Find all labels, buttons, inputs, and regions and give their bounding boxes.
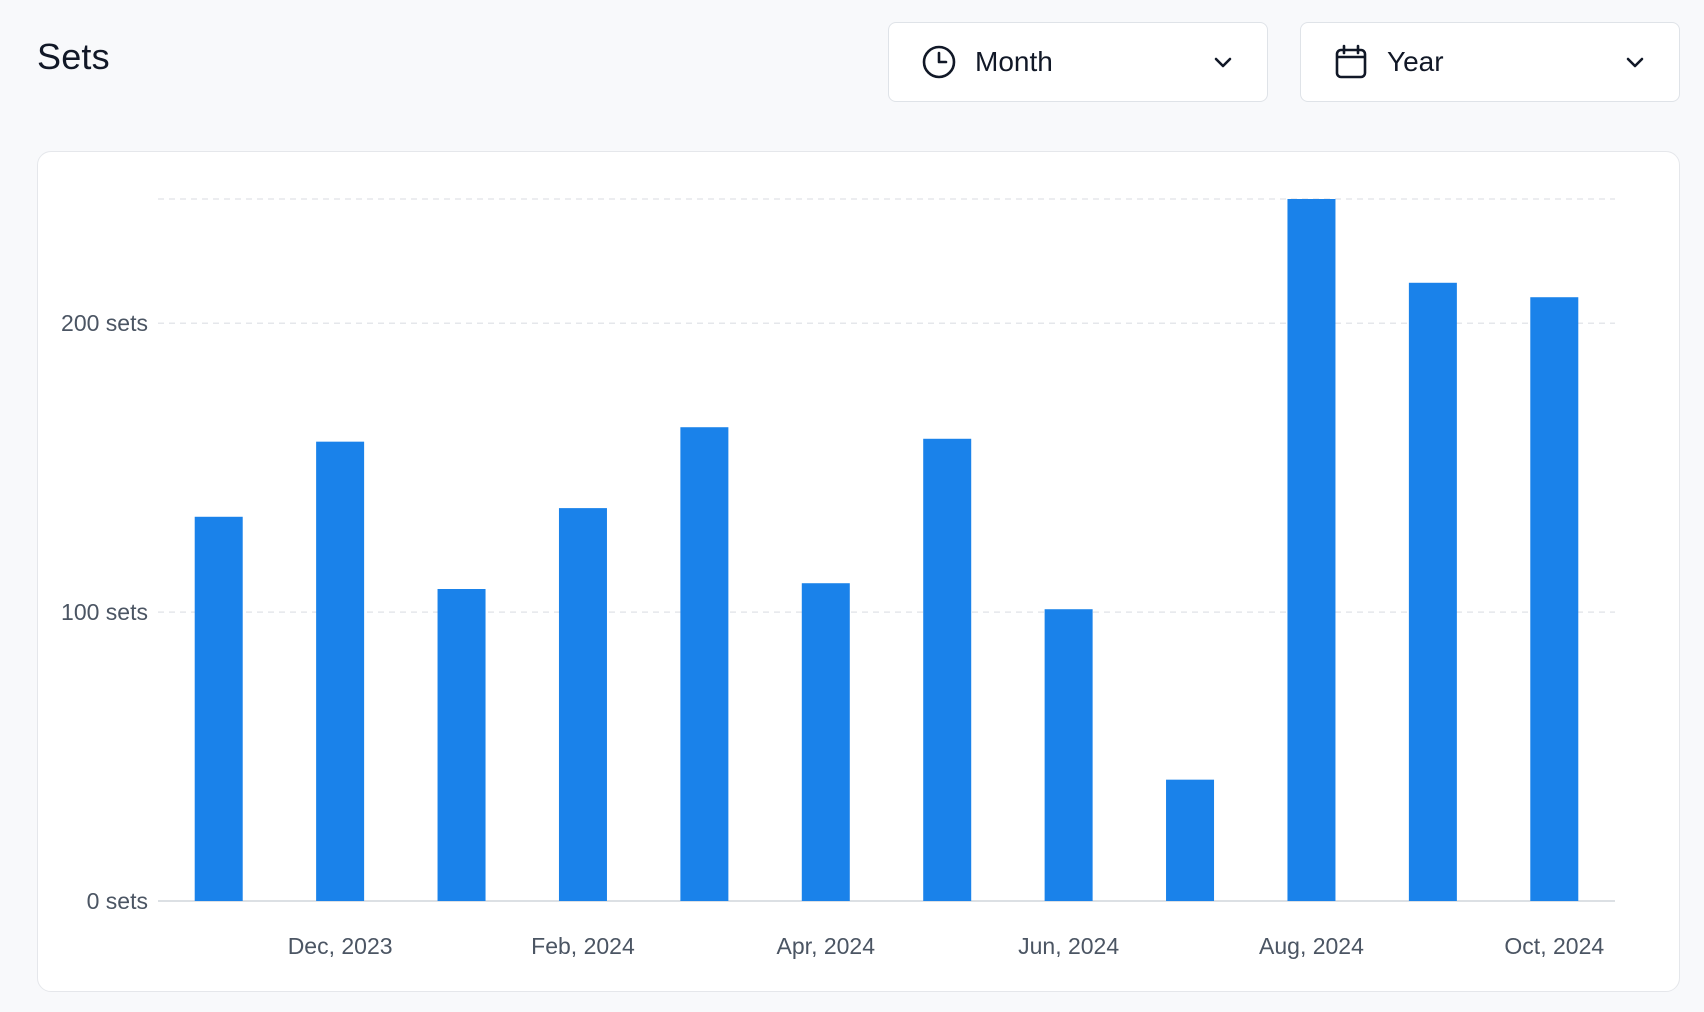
chevron-down-icon: [1623, 50, 1647, 74]
x-tick-label: Aug, 2024: [1259, 933, 1364, 959]
clock-icon: [921, 44, 957, 80]
y-tick-label: 0 sets: [87, 888, 148, 914]
bar: [923, 438, 972, 901]
x-tick-label: Jun, 2024: [1018, 933, 1119, 959]
chevron-down-icon: [1211, 50, 1235, 74]
bar: [437, 589, 486, 901]
x-tick-label: Apr, 2024: [777, 933, 876, 959]
y-tick-label: 100 sets: [61, 599, 148, 625]
period-select-value: Month: [975, 46, 1053, 77]
bar: [1166, 779, 1215, 901]
bar: [680, 427, 729, 901]
period-select[interactable]: Month: [888, 22, 1268, 102]
bar: [194, 516, 243, 901]
calendar-icon: [1333, 44, 1369, 80]
bar: [801, 583, 850, 901]
x-tick-label: Oct, 2024: [1504, 933, 1604, 959]
x-tick-label: Feb, 2024: [531, 933, 635, 959]
bar: [316, 441, 365, 901]
range-select-value: Year: [1387, 46, 1444, 77]
range-select[interactable]: Year: [1300, 22, 1680, 102]
bar: [558, 508, 607, 901]
y-tick-label: 200 sets: [61, 310, 148, 336]
bar: [1044, 609, 1093, 901]
bar: [1530, 297, 1579, 901]
x-tick-label: Dec, 2023: [288, 933, 393, 959]
chart-card: [37, 151, 1680, 992]
bar: [1408, 282, 1457, 901]
bar: [1287, 199, 1336, 901]
page-title: Sets: [37, 36, 110, 77]
